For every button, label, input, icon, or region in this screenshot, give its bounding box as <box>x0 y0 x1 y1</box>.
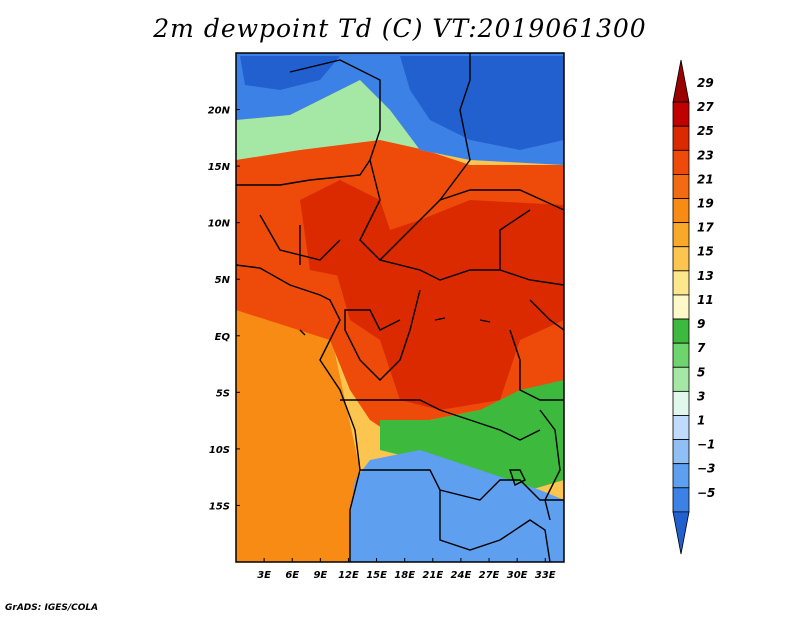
colorbar: 29 27 25 23 21 19 17 15 13 11 9 7 5 3 1 −1 −3 −5 <box>672 59 715 555</box>
y-tick-label: 20N <box>208 106 231 117</box>
colorbar-label: 5 <box>697 365 705 379</box>
border-east-africa <box>509 299 564 401</box>
x-tick-label: 18E <box>394 570 415 581</box>
map-frame <box>235 52 565 563</box>
colorbar-label: 3 <box>697 389 705 403</box>
x-tick-label: 33E <box>535 570 556 581</box>
colorbar-label: 7 <box>697 341 706 355</box>
colorbar-label: 25 <box>697 124 714 138</box>
border-southern <box>439 490 551 562</box>
colorbar-label: 17 <box>697 221 714 235</box>
colorbar-segment <box>672 125 690 151</box>
y-tick-label: 5S <box>216 388 230 399</box>
colorbar-segment <box>672 487 690 513</box>
region-sahel-transition <box>236 80 470 160</box>
y-tick-label: 15N <box>208 162 231 173</box>
colorbar-label: −3 <box>697 462 715 476</box>
region-east-african-highlands <box>380 380 564 490</box>
border-angola-zambia <box>360 469 564 501</box>
colorbar-segment <box>672 101 690 127</box>
x-tick-label: 15E <box>366 570 387 581</box>
colorbar-segment <box>672 366 690 392</box>
colorbar-label: 1 <box>697 413 705 427</box>
colorbar-label: 21 <box>697 172 714 186</box>
colorbar-segment <box>672 149 690 175</box>
colorbar-label: 27 <box>697 100 714 114</box>
y-tick-label: 10N <box>208 219 231 230</box>
border-nigeria <box>259 214 341 265</box>
colorbar-segment <box>672 222 690 248</box>
colorbar-segment <box>672 390 690 416</box>
border-sudan <box>439 189 564 270</box>
map-title: 2m dewpoint Td (C) VT:2019061300 <box>153 14 647 43</box>
colorbar-segment <box>672 246 690 272</box>
colorbar-label: 9 <box>697 317 705 331</box>
colorbar-label: 23 <box>697 148 714 162</box>
colorbar-segment <box>672 415 690 440</box>
colorbar-label: −5 <box>697 486 715 500</box>
x-tick-label: 3E <box>257 570 271 581</box>
x-tick-label: 30E <box>507 570 528 581</box>
y-tick-label: 15S <box>209 501 230 512</box>
colorbar-top-triangle <box>672 59 690 103</box>
colorbar-segment <box>672 342 690 368</box>
colorbar-segment <box>672 270 690 296</box>
colorbar-segment <box>672 439 690 465</box>
border-car <box>379 259 564 286</box>
x-tick-label: 12E <box>338 570 359 581</box>
region-sahara-very-dry <box>240 56 564 150</box>
grads-credit: GrADS: IGES/COLA <box>5 603 99 613</box>
colorbar-label: 15 <box>697 245 714 259</box>
lake-mweru <box>509 469 526 486</box>
colorbar-label: 13 <box>697 269 714 283</box>
dewpoint-field <box>236 53 564 562</box>
x-tick-label: 21E <box>422 570 443 581</box>
colorbar-label: 29 <box>697 76 714 90</box>
x-axis: 3E 6E 9E 12E 15E 18E 21E 24E 27E 30E 33E <box>257 558 556 581</box>
x-tick-label: 6E <box>285 570 299 581</box>
y-axis: 20N 15N 10N 5N EQ 5S 10S 15S <box>208 106 240 512</box>
y-tick-label: 5N <box>215 275 231 286</box>
colorbar-segment <box>672 318 690 344</box>
y-tick-label: 10S <box>209 445 230 456</box>
border-sahel-line <box>236 159 371 186</box>
colorbar-label: −1 <box>697 438 715 452</box>
border-drc-south <box>340 399 541 441</box>
colorbar-segment <box>672 294 690 320</box>
border-congo <box>344 289 421 381</box>
border-sahara <box>289 53 471 261</box>
colorbar-segment <box>672 198 690 224</box>
region-southern-africa-dry <box>350 450 564 562</box>
colorbar-segment <box>672 463 690 489</box>
colorbar-segment <box>672 174 690 199</box>
lakes-small <box>299 317 491 336</box>
y-tick-label: EQ <box>215 332 231 343</box>
lake-tanganyika-malawi <box>539 409 561 521</box>
x-tick-label: 27E <box>479 570 500 581</box>
colorbar-label: 19 <box>697 197 714 211</box>
country-borders <box>236 53 564 562</box>
colorbar-label: 11 <box>697 293 714 307</box>
colorbar-bottom-triangle <box>672 511 690 555</box>
x-tick-label: 24E <box>451 570 472 581</box>
x-tick-label: 9E <box>313 570 327 581</box>
